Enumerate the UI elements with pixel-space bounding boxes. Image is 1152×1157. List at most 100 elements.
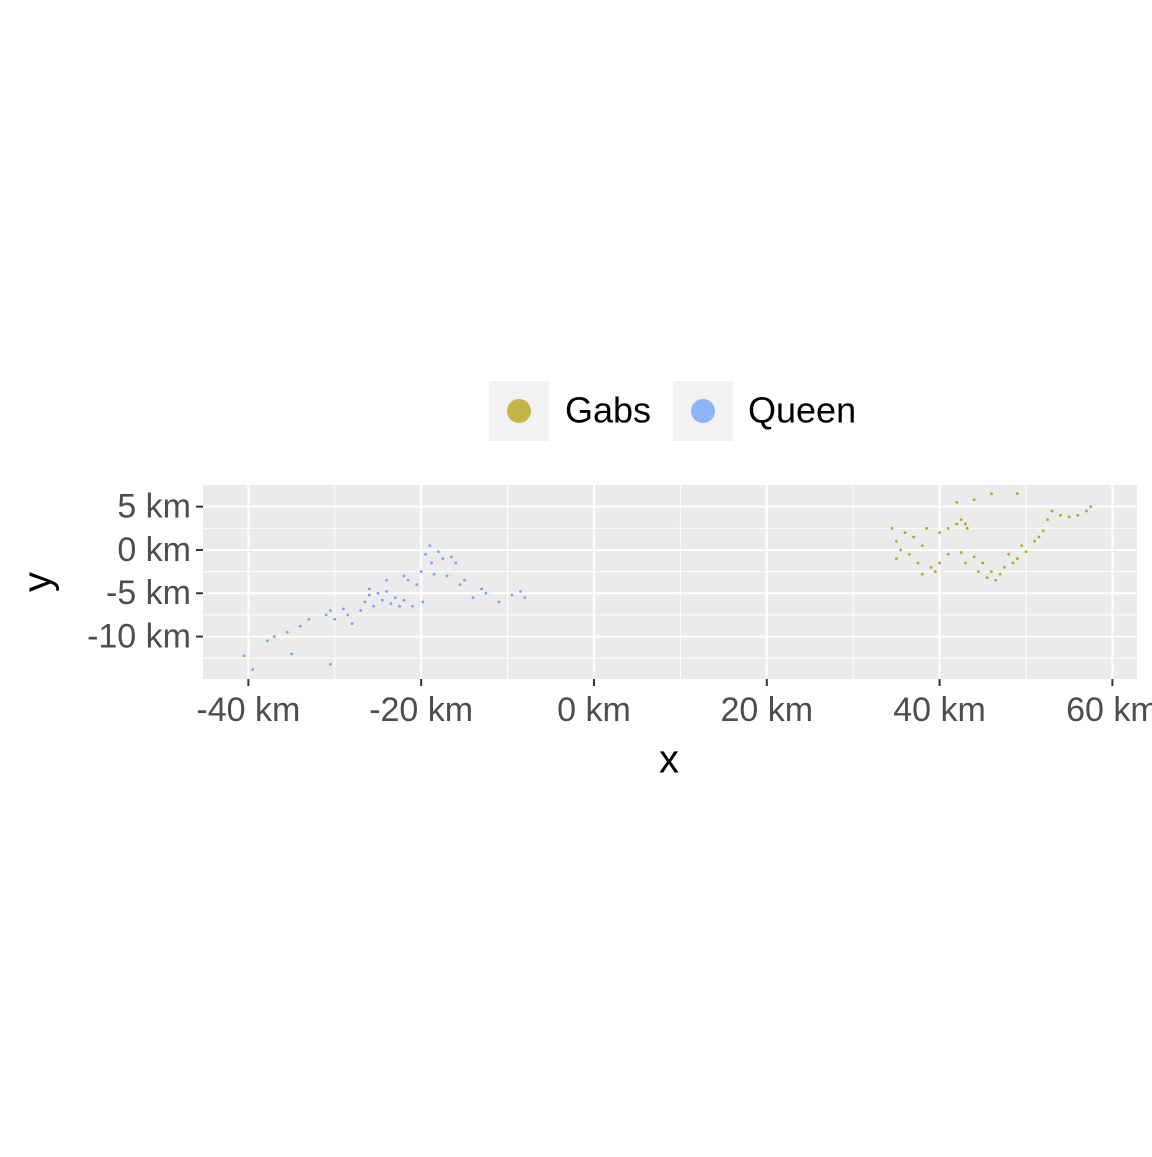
point [1089, 505, 1093, 509]
point [421, 600, 425, 604]
point [946, 552, 950, 556]
point [972, 498, 976, 502]
point [497, 600, 501, 604]
y-tick-label: 0 km [117, 531, 191, 569]
point [938, 531, 941, 535]
point [959, 518, 963, 522]
point [920, 572, 924, 576]
point [899, 548, 903, 552]
point [1002, 565, 1006, 569]
point [920, 544, 924, 548]
point [964, 561, 967, 565]
point [350, 622, 354, 625]
point [903, 531, 907, 535]
point [964, 522, 967, 526]
point [890, 526, 894, 530]
point [415, 583, 419, 586]
point [419, 570, 423, 574]
x-tick-label: -40 km [196, 691, 300, 729]
point [1033, 539, 1037, 543]
point [1050, 509, 1054, 513]
point [430, 561, 433, 565]
point [523, 596, 527, 599]
point [242, 654, 246, 658]
point [907, 552, 911, 556]
point [342, 607, 345, 611]
point [1076, 513, 1080, 517]
point [393, 596, 397, 599]
point [894, 557, 898, 561]
x-tick-label: 60 km [1066, 691, 1152, 729]
point [1024, 550, 1028, 554]
point [437, 550, 440, 554]
point [406, 578, 410, 582]
point [454, 561, 458, 565]
point [933, 570, 937, 574]
point [290, 652, 293, 656]
point [389, 602, 393, 606]
y-axis-title: y [16, 572, 60, 592]
x-tick-label: 40 km [893, 691, 986, 729]
point [367, 593, 371, 597]
x-axis-title: x [659, 738, 679, 782]
legend-symbol [507, 399, 531, 423]
point [251, 668, 255, 671]
panel [203, 485, 1137, 679]
point [411, 604, 414, 608]
point [959, 551, 963, 554]
point [965, 526, 969, 530]
point [1015, 492, 1019, 496]
point [1015, 557, 1019, 561]
y-tick-label: 5 km [117, 488, 191, 526]
point [363, 600, 367, 604]
point [977, 570, 980, 574]
point [372, 604, 376, 608]
point [985, 576, 989, 580]
y-tick-label: -10 km [87, 618, 191, 656]
point [307, 617, 311, 621]
point [450, 555, 453, 559]
point [510, 593, 514, 597]
point [929, 565, 933, 569]
point [480, 587, 484, 591]
point [990, 492, 993, 496]
point [1011, 561, 1015, 565]
point [298, 624, 302, 628]
point [445, 574, 449, 578]
point [1046, 518, 1049, 522]
point [1041, 529, 1045, 533]
point [329, 662, 332, 666]
legend-symbol [691, 399, 715, 423]
point [398, 604, 401, 608]
point [990, 570, 993, 574]
point [1020, 544, 1024, 548]
point [376, 591, 380, 595]
point [972, 555, 976, 559]
point [441, 557, 445, 561]
point [359, 609, 363, 612]
point [367, 587, 371, 591]
point [981, 561, 985, 565]
point [998, 572, 1002, 576]
point [1059, 513, 1062, 517]
point [324, 613, 328, 617]
point [916, 561, 920, 565]
point [519, 590, 522, 593]
point [385, 590, 389, 593]
point [994, 578, 998, 582]
point [1037, 535, 1041, 539]
point [912, 535, 916, 539]
point [265, 639, 269, 643]
point [894, 539, 898, 543]
point [272, 635, 276, 638]
point [385, 578, 389, 582]
point [946, 526, 950, 530]
point [402, 574, 406, 578]
point [484, 591, 488, 595]
point [1007, 552, 1011, 556]
point [428, 544, 432, 548]
point [955, 500, 959, 504]
point [329, 609, 332, 612]
y-tick-label: -5 km [106, 574, 191, 612]
